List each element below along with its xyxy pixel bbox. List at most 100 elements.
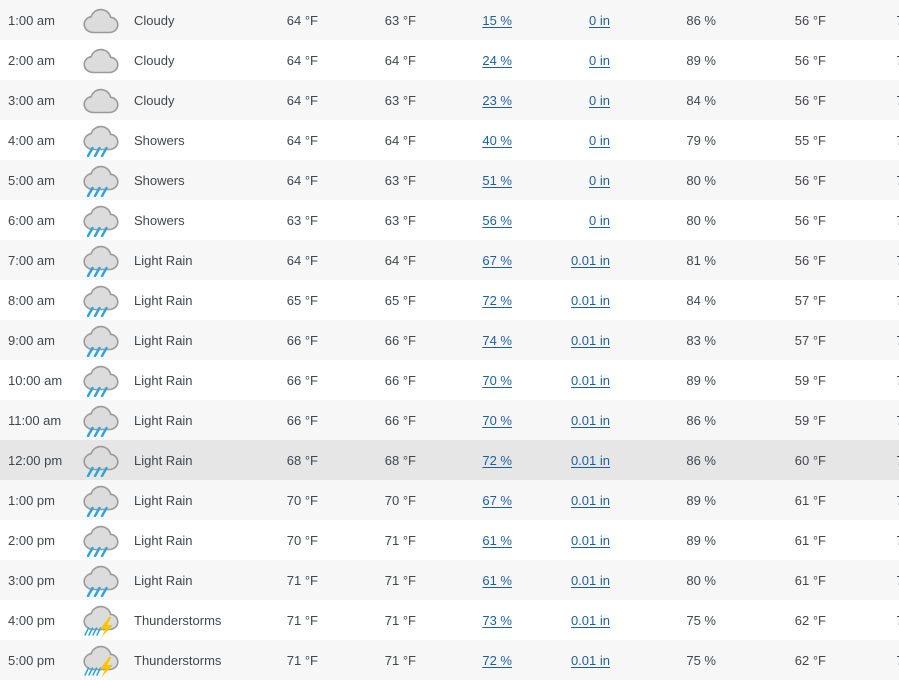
precip-amount-cell[interactable]: 0.01 in [534,640,636,680]
time-cell: 12:00 pm [8,452,63,468]
precip-amount-link[interactable]: 0.01 in [570,332,610,348]
cloud-cover-cell: 77 % [850,0,899,40]
precip-chance-cell[interactable]: 61 % [434,560,534,600]
precip-chance-link[interactable]: 73 % [482,612,512,628]
feels-like-cell: 63 °F [384,172,416,188]
feels-like-cell: 71 °F [384,652,416,668]
precip-amount-link[interactable]: 0.01 in [570,612,610,628]
rain-icon [79,283,123,317]
time-cell: 10:00 am [8,372,63,388]
precip-chance-link[interactable]: 72 % [482,452,512,468]
table-row[interactable]: 3:00 pm Light Rain 71 °F 71 °F 61 % 0.01 in 80… [0,560,899,600]
precip-amount-cell[interactable]: 0 in [534,200,636,240]
precip-amount-cell[interactable]: 0 in [534,160,636,200]
table-row[interactable]: 4:00 pm Thunderstorms 71 °F 71 °F 73 % 0.01 i… [0,600,899,640]
precip-chance-cell[interactable]: 56 % [434,200,534,240]
precip-chance-cell[interactable]: 67 % [434,480,534,520]
precip-chance-cell[interactable]: 67 % [434,240,534,280]
precip-amount-link[interactable]: 0.01 in [570,652,610,668]
table-row[interactable]: 5:00 am Showers 64 °F 63 °F 51 % 0 in 80 % 56 °… [0,160,899,200]
precip-amount-link[interactable]: 0 in [589,12,610,28]
precip-amount-link[interactable]: 0.01 in [570,492,610,508]
precip-amount-cell[interactable]: 0.01 in [534,480,636,520]
precip-amount-cell[interactable]: 0.01 in [534,360,636,400]
feels-like-cell: 71 °F [384,572,416,588]
precip-chance-cell[interactable]: 23 % [434,80,534,120]
precip-chance-cell[interactable]: 15 % [434,0,534,40]
precip-amount-link[interactable]: 0.01 in [570,452,610,468]
table-row[interactable]: 6:00 am Showers 63 °F 63 °F 56 % 0 in 80 % 56 °… [0,200,899,240]
table-row[interactable]: 1:00 pm Light Rain 70 °F 70 °F 67 % 0.01 in 89… [0,480,899,520]
precip-amount-cell[interactable]: 0.01 in [534,600,636,640]
table-row[interactable]: 2:00 pm Light Rain 70 °F 71 °F 61 % 0.01 in 89… [0,520,899,560]
precip-chance-link[interactable]: 74 % [482,332,512,348]
precip-amount-cell[interactable]: 0.01 in [534,240,636,280]
precip-chance-cell[interactable]: 61 % [434,520,534,560]
precip-chance-cell[interactable]: 72 % [434,280,534,320]
temp-cell: 68 °F [286,452,318,468]
precip-chance-cell[interactable]: 73 % [434,600,534,640]
precip-chance-link[interactable]: 24 % [482,52,512,68]
precip-amount-link[interactable]: 0 in [589,132,610,148]
precip-chance-link[interactable]: 61 % [482,572,512,588]
precip-chance-cell[interactable]: 40 % [434,120,534,160]
table-row[interactable]: 3:00 am Cloudy 64 °F 63 °F 23 % 0 in 84 % 56 °F… [0,80,899,120]
precip-amount-link[interactable]: 0.01 in [570,372,610,388]
precip-amount-cell[interactable]: 0 in [534,80,636,120]
precip-amount-link[interactable]: 0.01 in [570,292,610,308]
table-row[interactable]: 2:00 am Cloudy 64 °F 64 °F 24 % 0 in 89 % 56 °F… [0,40,899,80]
rain-icon [79,203,123,237]
precip-amount-link[interactable]: 0.01 in [570,572,610,588]
precip-chance-link[interactable]: 40 % [482,132,512,148]
precip-chance-link[interactable]: 56 % [482,212,512,228]
table-row[interactable]: 4:00 am Showers 64 °F 64 °F 40 % 0 in 79 % 55 °… [0,120,899,160]
condition-cell: Light Rain [134,572,193,588]
precip-amount-link[interactable]: 0 in [589,92,610,108]
precip-chance-link[interactable]: 23 % [482,92,512,108]
table-row[interactable]: 5:00 pm Thunderstorms 71 °F 71 °F 72 % 0.01 i… [0,640,899,680]
precip-amount-cell[interactable]: 0.01 in [534,560,636,600]
precip-amount-cell[interactable]: 0 in [534,0,636,40]
table-row[interactable]: 9:00 am Light Rain 66 °F 66 °F 74 % 0.01 in 83… [0,320,899,360]
precip-chance-link[interactable]: 70 % [482,412,512,428]
precip-amount-link[interactable]: 0 in [589,212,610,228]
precip-chance-cell[interactable]: 72 % [434,640,534,680]
precip-chance-link[interactable]: 51 % [482,172,512,188]
precip-chance-link[interactable]: 70 % [482,372,512,388]
precip-amount-link[interactable]: 0 in [589,172,610,188]
precip-chance-cell[interactable]: 24 % [434,40,534,80]
table-row[interactable]: 10:00 am Light Rain 66 °F 66 °F 70 % 0.01 in 8… [0,360,899,400]
precip-chance-cell[interactable]: 70 % [434,360,534,400]
precip-chance-cell[interactable]: 72 % [434,440,534,480]
precip-amount-cell[interactable]: 0.01 in [534,400,636,440]
precip-amount-link[interactable]: 0.01 in [570,252,610,268]
precip-chance-cell[interactable]: 51 % [434,160,534,200]
dew-point-cell: 56 °F [794,212,826,228]
precip-amount-cell[interactable]: 0.01 in [534,320,636,360]
precip-chance-link[interactable]: 72 % [482,292,512,308]
humidity-cell: 84 % [686,92,716,108]
precip-amount-link[interactable]: 0 in [589,52,610,68]
precip-chance-link[interactable]: 67 % [482,252,512,268]
table-row[interactable]: 8:00 am Light Rain 65 °F 65 °F 72 % 0.01 in 84… [0,280,899,320]
precip-chance-cell[interactable]: 74 % [434,320,534,360]
dew-point-cell: 55 °F [794,132,826,148]
precip-amount-link[interactable]: 0.01 in [570,412,610,428]
table-row[interactable]: 12:00 pm Light Rain 68 °F 68 °F 72 % 0.01 in 8… [0,440,899,480]
precip-amount-cell[interactable]: 0.01 in [534,280,636,320]
precip-chance-link[interactable]: 67 % [482,492,512,508]
condition-icon-cell [76,200,126,240]
precip-chance-cell[interactable]: 70 % [434,400,534,440]
table-row[interactable]: 7:00 am Light Rain 64 °F 64 °F 67 % 0.01 in 81… [0,240,899,280]
table-row[interactable]: 1:00 am Cloudy 64 °F 63 °F 15 % 0 in 86 % 56 °F… [0,0,899,40]
precip-amount-cell[interactable]: 0 in [534,40,636,80]
precip-chance-link[interactable]: 72 % [482,652,512,668]
precip-amount-cell[interactable]: 0.01 in [534,440,636,480]
precip-amount-link[interactable]: 0.01 in [570,532,610,548]
precip-amount-cell[interactable]: 0.01 in [534,520,636,560]
precip-chance-link[interactable]: 61 % [482,532,512,548]
precip-amount-cell[interactable]: 0 in [534,120,636,160]
cloud-cover-cell: 76 % [850,440,899,480]
precip-chance-link[interactable]: 15 % [482,12,512,28]
table-row[interactable]: 11:00 am Light Rain 66 °F 66 °F 70 % 0.01 in 8… [0,400,899,440]
